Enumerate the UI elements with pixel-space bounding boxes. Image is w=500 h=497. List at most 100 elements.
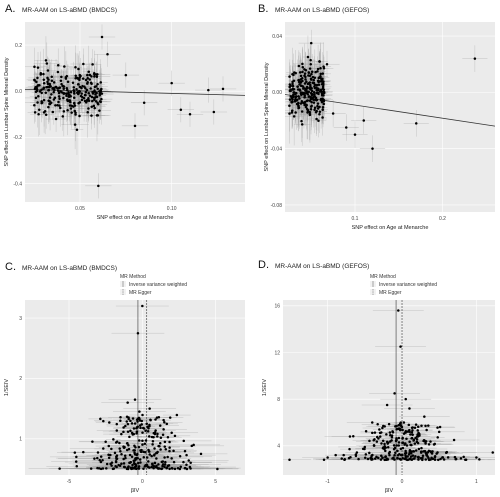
- data-point: [65, 74, 69, 78]
- data-point: [74, 66, 77, 69]
- data-point: [375, 440, 379, 443]
- data-point: [370, 454, 373, 458]
- x-tick-label: 0.2: [439, 216, 446, 222]
- data-point: [391, 430, 394, 433]
- data-point: [316, 70, 319, 73]
- data-point: [37, 112, 40, 116]
- data-point: [318, 110, 322, 114]
- data-point: [368, 439, 371, 443]
- data-point: [207, 88, 210, 92]
- data-point: [379, 454, 383, 458]
- data-point: [141, 439, 144, 442]
- data-point: [309, 91, 313, 95]
- data-point: [68, 104, 72, 107]
- data-point: [122, 426, 125, 429]
- data-point: [50, 75, 54, 79]
- data-point: [161, 433, 165, 436]
- y-axis-label: SNP effect on Lumbar Spine Mineral Densi…: [264, 62, 270, 171]
- data-point: [57, 91, 61, 95]
- data-point: [58, 97, 61, 101]
- data-point: [173, 467, 177, 471]
- x-tick-label: 0.10: [167, 206, 177, 212]
- data-point: [317, 83, 321, 87]
- data-point: [59, 79, 63, 82]
- data-point: [436, 426, 439, 429]
- data-point: [97, 90, 101, 93]
- data-point: [146, 425, 149, 428]
- data-point: [182, 460, 185, 464]
- data-point: [67, 95, 71, 98]
- data-point: [404, 454, 407, 457]
- data-point: [119, 415, 122, 419]
- data-point: [170, 466, 174, 470]
- data-point: [75, 76, 79, 80]
- data-point: [136, 466, 140, 470]
- data-point: [62, 110, 66, 113]
- data-point: [166, 464, 170, 468]
- data-point: [56, 70, 60, 74]
- data-point: [95, 91, 98, 95]
- data-point: [418, 432, 421, 436]
- data-point: [426, 451, 430, 454]
- data-point: [420, 424, 423, 428]
- y-axis-label: SNP effect on Lumbar Spine Mineral Densi…: [4, 57, 10, 166]
- data-point: [386, 446, 390, 449]
- data-point: [288, 112, 291, 115]
- data-point: [316, 102, 320, 105]
- data-point: [300, 93, 303, 96]
- data-point: [319, 99, 323, 102]
- data-point: [314, 111, 318, 114]
- data-point: [84, 78, 88, 82]
- data-point: [72, 96, 76, 100]
- y-tick-label: 4: [277, 444, 280, 450]
- data-point: [132, 432, 136, 436]
- data-point: [36, 101, 39, 104]
- data-point: [158, 441, 162, 445]
- data-point: [399, 345, 402, 348]
- data-point: [299, 78, 303, 81]
- data-point: [384, 455, 387, 459]
- x-tick-label: -5: [67, 479, 72, 485]
- data-point: [114, 460, 118, 464]
- data-point: [313, 106, 317, 109]
- data-point: [381, 439, 385, 442]
- data-point: [77, 67, 80, 71]
- data-point: [295, 91, 298, 95]
- data-point: [104, 440, 107, 444]
- data-point: [37, 94, 40, 98]
- data-point: [110, 447, 113, 451]
- y-tick-label: 12: [274, 350, 280, 356]
- data-point: [311, 81, 314, 85]
- data-point: [313, 76, 317, 80]
- data-point: [119, 419, 122, 422]
- data-point: [172, 460, 176, 464]
- data-point: [348, 447, 351, 451]
- data-point: [405, 437, 408, 440]
- data-point: [303, 94, 307, 97]
- data-point: [96, 73, 99, 76]
- data-point: [145, 456, 149, 459]
- data-point: [135, 418, 139, 421]
- data-point: [99, 100, 102, 104]
- data-point: [178, 467, 182, 471]
- data-point: [133, 124, 137, 128]
- data-point: [301, 62, 304, 66]
- x-tick-label: 0: [141, 479, 144, 485]
- data-point: [170, 431, 173, 435]
- data-point: [96, 87, 100, 90]
- data-point: [118, 464, 122, 467]
- data-point: [398, 427, 402, 431]
- data-point: [42, 111, 46, 114]
- data-point: [303, 82, 307, 85]
- data-point: [424, 440, 428, 443]
- data-point: [132, 449, 135, 452]
- data-point: [179, 465, 183, 468]
- data-point: [57, 95, 61, 98]
- data-point: [396, 453, 400, 457]
- data-point: [46, 82, 50, 86]
- data-point: [93, 75, 96, 78]
- data-point: [47, 105, 50, 109]
- data-point: [144, 464, 147, 467]
- data-point: [92, 104, 96, 108]
- data-point: [362, 119, 365, 122]
